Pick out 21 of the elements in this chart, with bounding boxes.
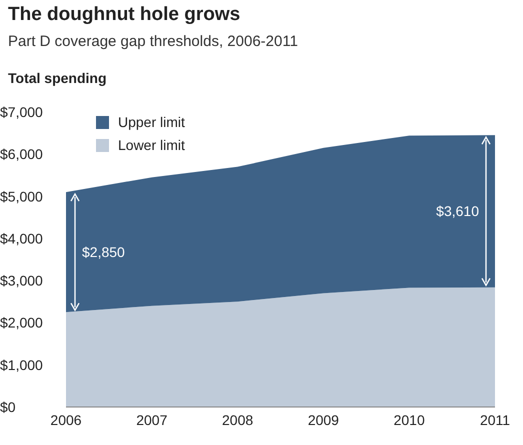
y-tick-label: $7,000 [0, 104, 44, 120]
y-tick-label: $1,000 [0, 356, 44, 373]
y-tick-label: $2,000 [0, 314, 44, 331]
chart-title: The doughnut hole grows [8, 4, 240, 26]
y-tick-label: $3,000 [0, 272, 44, 289]
legend-label: Upper limit [118, 114, 185, 130]
y-tick-label: $0 [0, 398, 16, 415]
y-tick-label: $5,000 [0, 188, 44, 204]
legend-label: Lower limit [118, 137, 185, 153]
x-tick-label: 2007 [136, 412, 168, 428]
y-axis-title: Total spending [8, 70, 107, 86]
y-tick-label: $6,000 [0, 146, 44, 162]
x-tick-label: 2008 [222, 412, 254, 428]
x-tick-label: 2010 [394, 412, 425, 428]
y-tick-label: $4,000 [0, 230, 44, 246]
x-tick-label: 2006 [50, 412, 82, 428]
chart-subtitle: Part D coverage gap thresholds, 2006-2011 [8, 33, 298, 50]
x-tick-label: 2009 [308, 412, 340, 428]
annotation: $2,850 [82, 244, 126, 260]
annotation: $3,610 [436, 203, 480, 220]
x-tick-label: 2011 [480, 412, 510, 428]
